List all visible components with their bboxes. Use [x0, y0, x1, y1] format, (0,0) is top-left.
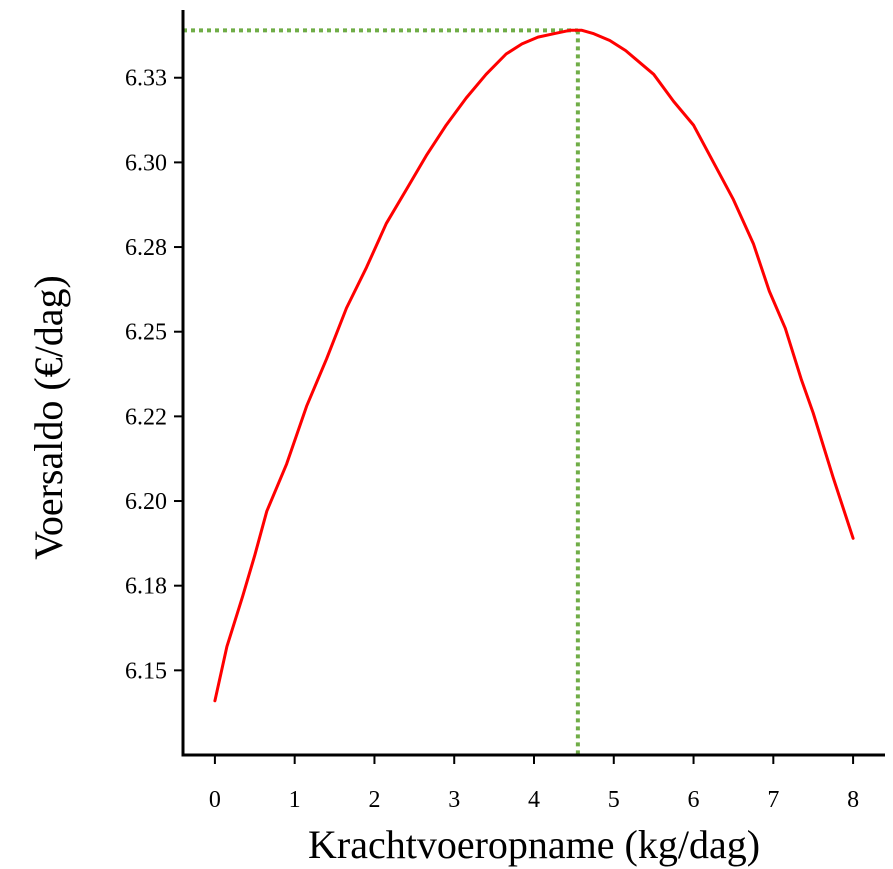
x-tick-label: 4: [528, 787, 540, 813]
x-tick-label: 0: [209, 787, 221, 813]
optimum-reference-lines: [183, 28, 580, 755]
x-axis-ticks: 0 1 2 3 4 5 6 7 8: [209, 755, 859, 813]
y-tick-label: 6.15: [125, 658, 167, 684]
y-tick-label: 6.28: [125, 235, 167, 261]
x-tick-label: 6: [688, 787, 700, 813]
x-tick-label: 2: [368, 787, 380, 813]
x-tick-label: 3: [448, 787, 460, 813]
y-axis-ticks: 6.15 6.18 6.20 6.22 6.25 6.28 6.30 6.33: [125, 66, 183, 684]
x-tick-label: 1: [289, 787, 301, 813]
x-tick-label: 7: [767, 787, 779, 813]
y-tick-label: 6.22: [125, 404, 167, 430]
y-tick-label: 6.33: [125, 66, 167, 92]
series-layer: [213, 28, 855, 703]
y-tick-label: 6.25: [125, 320, 167, 346]
y-tick-label: 6.30: [125, 150, 167, 176]
y-axis-title: Voersaldo (€/dag): [26, 275, 71, 560]
series-line-0: [213, 28, 855, 703]
y-tick-label: 6.20: [125, 489, 167, 515]
y-tick-label: 6.18: [125, 574, 167, 600]
x-tick-label: 5: [608, 787, 620, 813]
x-tick-label: 8: [847, 787, 859, 813]
x-axis-title: Krachtvoeropname (kg/dag): [308, 822, 760, 867]
axes: [181, 10, 885, 757]
